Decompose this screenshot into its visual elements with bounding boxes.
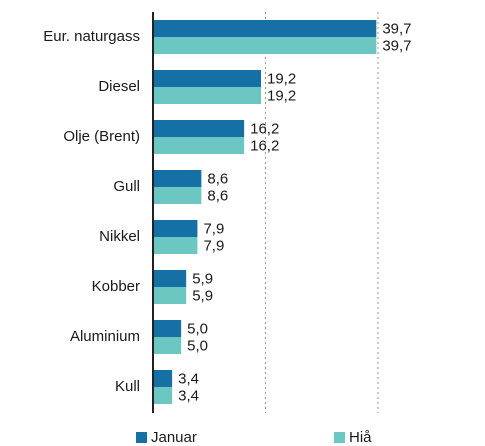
bar bbox=[153, 137, 245, 154]
y-tick-label: Gull bbox=[113, 178, 140, 195]
legend-label: Januar bbox=[151, 429, 197, 446]
value-label: 16,2 bbox=[250, 137, 279, 154]
bar bbox=[153, 337, 182, 354]
bar bbox=[153, 320, 182, 337]
value-label: 19,2 bbox=[267, 87, 296, 104]
y-tick-label: Kull bbox=[115, 378, 140, 395]
bar bbox=[153, 287, 187, 304]
value-label: 16,2 bbox=[250, 120, 279, 137]
bar bbox=[153, 270, 187, 287]
value-label: 3,4 bbox=[178, 370, 199, 387]
y-tick-label: Aluminium bbox=[70, 328, 140, 345]
value-label: 3,4 bbox=[178, 387, 199, 404]
bar bbox=[153, 170, 202, 187]
legend-label: Hiå bbox=[349, 429, 372, 446]
bar bbox=[153, 120, 245, 137]
y-tick-label: Kobber bbox=[92, 278, 140, 295]
bar bbox=[153, 37, 377, 54]
value-label: 5,0 bbox=[187, 337, 208, 354]
bar bbox=[153, 220, 198, 237]
y-tick-label: Eur. naturgass bbox=[43, 28, 140, 45]
value-label: 39,7 bbox=[382, 37, 411, 54]
bar bbox=[153, 187, 202, 204]
y-tick-label: Diesel bbox=[98, 78, 140, 95]
value-label: 5,9 bbox=[192, 270, 213, 287]
bar bbox=[153, 370, 173, 387]
bar bbox=[153, 387, 173, 404]
value-label: 19,2 bbox=[267, 70, 296, 87]
bar bbox=[153, 87, 261, 104]
value-label: 5,9 bbox=[192, 287, 213, 304]
y-tick-label: Nikkel bbox=[99, 228, 140, 245]
value-label: 7,9 bbox=[203, 220, 224, 237]
value-label: 7,9 bbox=[203, 237, 224, 254]
value-label: 39,7 bbox=[382, 20, 411, 37]
value-label: 8,6 bbox=[207, 170, 228, 187]
legend-swatch bbox=[136, 432, 147, 443]
bar bbox=[153, 70, 261, 87]
bar bbox=[153, 20, 377, 37]
y-tick-label: Olje (Brent) bbox=[63, 128, 140, 145]
legend-swatch bbox=[334, 432, 345, 443]
value-label: 5,0 bbox=[187, 320, 208, 337]
bar bbox=[153, 237, 198, 254]
value-label: 8,6 bbox=[207, 187, 228, 204]
